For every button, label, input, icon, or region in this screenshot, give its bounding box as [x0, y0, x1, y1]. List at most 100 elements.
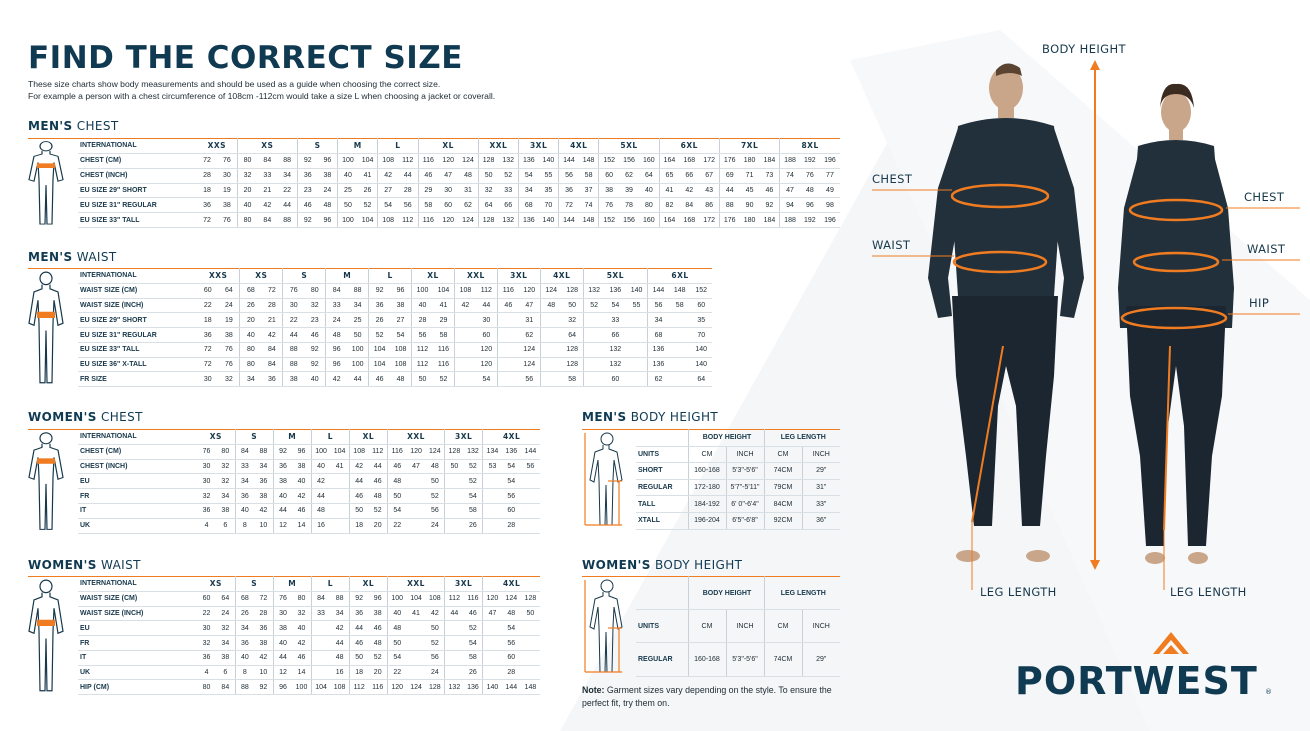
- table-cell: 120: [438, 153, 459, 169]
- unit-header: CM: [687, 609, 726, 644]
- table-cell: 58: [668, 298, 691, 314]
- table-cell: 100: [347, 357, 369, 373]
- table-cell: 18: [197, 183, 218, 199]
- unit-header: INCH: [801, 446, 840, 464]
- table-cell: [406, 650, 426, 666]
- table-cell: 52: [463, 620, 483, 637]
- table-cell: 38: [272, 620, 293, 637]
- table-cell: 88: [282, 357, 305, 373]
- table-cell: 25: [347, 312, 369, 329]
- body-silhouette-icon: [28, 579, 64, 692]
- table-cell: 100: [310, 444, 331, 460]
- table-cell: 77: [819, 168, 840, 184]
- table-cell: 72: [197, 357, 219, 373]
- table-cell: 68: [647, 327, 669, 343]
- table-cell: 104: [310, 679, 331, 696]
- table-cell: 128: [444, 444, 464, 460]
- figure-cell: [582, 577, 636, 677]
- table-cell: 58: [463, 503, 483, 519]
- table-row: EU SIZE 29" SHORT 18 19 20 21 22 23 24 25 26 27 28 2…: [28, 312, 712, 329]
- table-cell: 6: [216, 665, 236, 681]
- table-cell: 60: [197, 283, 219, 299]
- table-cell: 46: [368, 371, 391, 388]
- table-cell: [496, 312, 519, 329]
- table-cell: 56: [501, 488, 521, 505]
- table-row: SHORT 160-168 5'3"-5'6" 74CM 29": [582, 462, 840, 480]
- table-cell: 140: [482, 679, 502, 696]
- table-cell: 88: [234, 679, 255, 696]
- table-row: WAIST SIZE (INCH) 22 24 26 28 30 32 33 34 36 38 40 4…: [28, 298, 712, 314]
- table-cell: [444, 650, 464, 666]
- table-cell: 26: [357, 183, 378, 199]
- table-cell: 144: [558, 153, 579, 169]
- table-cell: [406, 518, 426, 534]
- leg-length-header: LEG LENGTH: [763, 576, 840, 611]
- table-cell: 36: [368, 298, 391, 314]
- table-cell: 48: [390, 371, 412, 388]
- row-label: CHEST (INCH): [78, 459, 197, 475]
- table-cell: 12: [272, 665, 293, 681]
- table-row: WAIST SIZE (INCH) 22 24 26 28 30 32 33 34 36 38 40 4…: [28, 606, 540, 622]
- table-cell: 80: [236, 153, 258, 169]
- table-cell: 54: [377, 197, 398, 214]
- table-cell: 56: [518, 371, 541, 388]
- table-cell: 132: [582, 283, 605, 299]
- table-cell: 104: [357, 153, 378, 169]
- table-row: FR 32 34 36 38 40 42 44 46 48 50 52 54 56: [28, 635, 540, 651]
- table-cell: 92: [296, 212, 318, 229]
- table-cell: 132: [498, 153, 519, 169]
- table-cell: 20: [239, 312, 262, 329]
- table-cell: 33: [257, 168, 278, 184]
- table-cell: 64: [216, 591, 236, 607]
- table-cell: 108: [390, 357, 412, 373]
- table-cell: 66: [679, 168, 700, 184]
- table-cell: 50: [347, 327, 369, 343]
- row-label: REGULAR: [636, 479, 688, 497]
- table-cell: 48: [386, 620, 407, 637]
- table-cell: 74: [578, 197, 599, 214]
- body-height-header: BODY HEIGHT: [687, 429, 764, 447]
- table-cell: 38: [368, 606, 388, 622]
- table-cell: 50: [386, 635, 407, 651]
- table-cell: 96: [325, 357, 348, 373]
- unit-header: CM: [763, 609, 802, 644]
- table-cell: 41: [658, 183, 680, 199]
- table-cell: 73: [759, 168, 780, 184]
- table-cell: 54: [386, 650, 407, 666]
- table-cell: 164: [658, 212, 680, 229]
- table-cell: [582, 342, 605, 358]
- table-cell: 136: [517, 153, 539, 169]
- table-cell: 160: [639, 153, 660, 169]
- row-label: XTALL: [636, 512, 688, 530]
- table-cell: 54: [501, 459, 521, 475]
- table-cell: 124: [458, 212, 479, 229]
- table-cell: 33: [310, 606, 331, 622]
- table-cell: 92: [759, 197, 780, 214]
- table-cell: 42: [348, 459, 369, 475]
- table-cell: 30: [438, 183, 459, 199]
- size-4xl-header: 4XL: [539, 268, 584, 284]
- table-cell: 58: [432, 327, 455, 343]
- table-cell: 72: [197, 212, 218, 229]
- table-cell: 36: [234, 488, 255, 505]
- header-label: INTERNATIONAL: [78, 576, 197, 592]
- table-cell: 88: [347, 283, 369, 299]
- table-cell: [444, 473, 464, 490]
- table-cell: 34: [330, 606, 350, 622]
- table-cell: 176: [718, 212, 740, 229]
- table-cell: 36: [197, 503, 217, 519]
- table-cell: 54: [390, 327, 412, 343]
- table-cell: [482, 473, 502, 490]
- size-4xl-header: 4XL: [482, 429, 540, 445]
- row-label: EU SIZE 29" SHORT: [78, 183, 197, 199]
- table-cell: 31": [801, 479, 840, 497]
- table-cell: 47: [438, 168, 459, 184]
- table-cell: 196: [819, 153, 840, 169]
- table-cell: 140: [538, 212, 559, 229]
- table-cell: 100: [386, 591, 407, 607]
- table-cell: 54: [463, 635, 483, 651]
- table-cell: 38: [282, 371, 305, 388]
- table-cell: 28: [501, 665, 521, 681]
- size-m-header: M: [272, 576, 312, 592]
- table-row: CHEST (INCH) 30 32 33 34 36 38 40 41 42 44 46 47 48 50…: [28, 459, 540, 475]
